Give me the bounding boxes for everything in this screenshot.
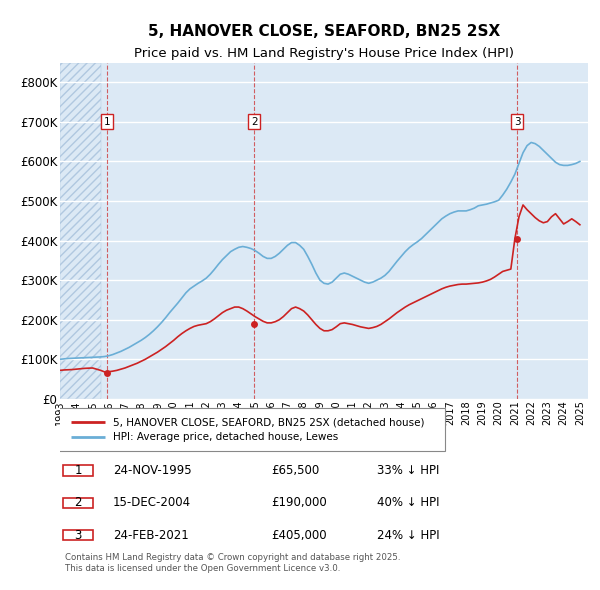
FancyBboxPatch shape <box>62 530 93 540</box>
FancyBboxPatch shape <box>62 498 93 508</box>
Text: 1: 1 <box>74 464 82 477</box>
Text: 24-FEB-2021: 24-FEB-2021 <box>113 529 188 542</box>
Text: 33% ↓ HPI: 33% ↓ HPI <box>377 464 439 477</box>
Text: 2: 2 <box>74 496 82 509</box>
FancyBboxPatch shape <box>55 408 445 451</box>
FancyBboxPatch shape <box>62 466 93 476</box>
Text: Contains HM Land Registry data © Crown copyright and database right 2025.
This d: Contains HM Land Registry data © Crown c… <box>65 553 401 573</box>
Text: Price paid vs. HM Land Registry's House Price Index (HPI): Price paid vs. HM Land Registry's House … <box>134 47 514 60</box>
Text: 3: 3 <box>74 529 82 542</box>
Text: £65,500: £65,500 <box>271 464 319 477</box>
Text: 2: 2 <box>251 117 257 127</box>
Text: £405,000: £405,000 <box>271 529 327 542</box>
Text: 1: 1 <box>104 117 110 127</box>
Bar <box>60 63 101 399</box>
Text: 5, HANOVER CLOSE, SEAFORD, BN25 2SX (detached house): 5, HANOVER CLOSE, SEAFORD, BN25 2SX (det… <box>113 417 424 427</box>
Text: 40% ↓ HPI: 40% ↓ HPI <box>377 496 439 509</box>
Text: 5, HANOVER CLOSE, SEAFORD, BN25 2SX: 5, HANOVER CLOSE, SEAFORD, BN25 2SX <box>148 24 500 40</box>
Text: £190,000: £190,000 <box>271 496 327 509</box>
Text: 3: 3 <box>514 117 521 127</box>
Text: 24% ↓ HPI: 24% ↓ HPI <box>377 529 439 542</box>
Text: HPI: Average price, detached house, Lewes: HPI: Average price, detached house, Lewe… <box>113 431 338 441</box>
Text: 24-NOV-1995: 24-NOV-1995 <box>113 464 191 477</box>
Text: 15-DEC-2004: 15-DEC-2004 <box>113 496 191 509</box>
